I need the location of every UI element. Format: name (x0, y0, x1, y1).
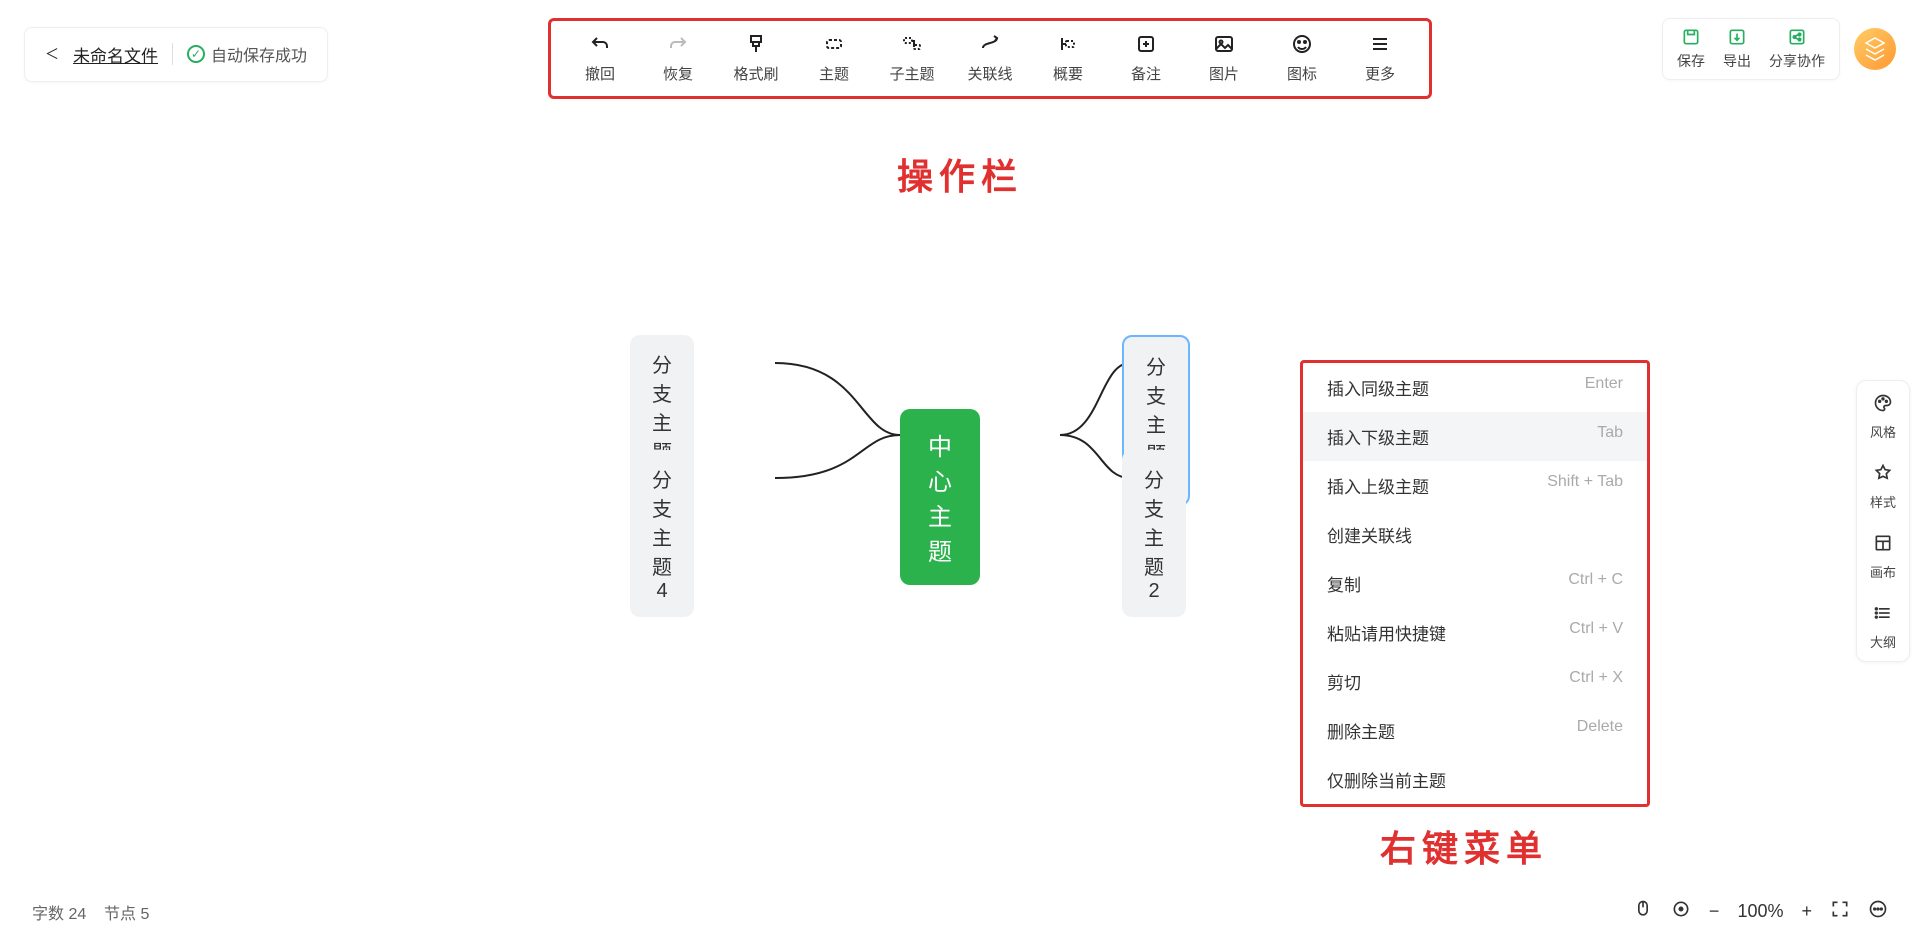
context-menu-label: 粘贴请用快捷键 (1327, 620, 1446, 645)
star-icon (1873, 463, 1893, 488)
context-menu: 插入同级主题 Enter 插入下级主题 Tab 插入上级主题 Shift + Tab 创建关… (1300, 360, 1650, 807)
center-view-icon[interactable] (1671, 899, 1691, 924)
center-node[interactable]: 中心主题 (900, 409, 980, 585)
node-count: 5 (141, 906, 150, 923)
context-menu-label: 复制 (1327, 571, 1361, 596)
context-menu-item[interactable]: 复制 Ctrl + C (1303, 559, 1647, 608)
context-menu-shortcut: Enter (1585, 375, 1623, 400)
side-panel-label: 大纲 (1870, 632, 1896, 651)
context-menu-item[interactable]: 粘贴请用快捷键 Ctrl + V (1303, 608, 1647, 657)
context-menu-label: 删除主题 (1327, 718, 1395, 743)
side-panel-layout[interactable]: 画布 (1857, 521, 1909, 591)
stats: 字数 24 节点 5 (32, 900, 149, 924)
context-menu-label: 插入上级主题 (1327, 473, 1429, 498)
outline-icon (1873, 603, 1893, 628)
mouse-mode-icon[interactable] (1633, 899, 1653, 924)
status-bar: 字数 24 节点 5 − 100% + (32, 899, 1888, 924)
palette-icon (1873, 393, 1893, 418)
side-panel-star[interactable]: 样式 (1857, 451, 1909, 521)
zoom-in-button[interactable]: + (1801, 901, 1812, 922)
context-menu-shortcut: Shift + Tab (1547, 473, 1623, 498)
node-count-label: 节点 (104, 906, 136, 923)
context-menu-item[interactable]: 创建关联线 (1303, 510, 1647, 559)
context-menu-item[interactable]: 仅删除当前主题 (1303, 755, 1647, 804)
context-menu-shortcut: Delete (1577, 718, 1623, 743)
word-count: 24 (68, 906, 86, 923)
connectors (630, 335, 1350, 535)
side-panel-outline[interactable]: 大纲 (1857, 591, 1909, 661)
context-menu-item[interactable]: 删除主题 Delete (1303, 706, 1647, 755)
more-options-icon[interactable] (1868, 899, 1888, 924)
context-menu-shortcut: Ctrl + C (1568, 571, 1623, 596)
context-menu-shortcut: Tab (1597, 424, 1623, 449)
zoom-out-button[interactable]: − (1709, 901, 1720, 922)
context-menu-label: 剪切 (1327, 669, 1361, 694)
context-menu-label: 插入同级主题 (1327, 375, 1429, 400)
side-panel-label: 样式 (1870, 492, 1896, 511)
context-menu-item[interactable]: 剪切 Ctrl + X (1303, 657, 1647, 706)
side-panel: 风格样式画布大纲 (1856, 380, 1910, 662)
zoom-level: 100% (1737, 901, 1783, 922)
context-menu-shortcut: Ctrl + V (1569, 620, 1623, 645)
branch-node-4[interactable]: 分支主题4 (630, 450, 694, 617)
context-menu-shortcut: Ctrl + X (1569, 669, 1623, 694)
layout-icon (1873, 533, 1893, 558)
branch-node-2[interactable]: 分支主题2 (1122, 450, 1186, 617)
context-menu-label: 插入下级主题 (1327, 424, 1429, 449)
context-menu-item[interactable]: 插入上级主题 Shift + Tab (1303, 461, 1647, 510)
context-menu-item[interactable]: 插入同级主题 Enter (1303, 363, 1647, 412)
side-panel-label: 画布 (1870, 562, 1896, 581)
fullscreen-icon[interactable] (1830, 899, 1850, 924)
side-panel-palette[interactable]: 风格 (1857, 381, 1909, 451)
word-count-label: 字数 (32, 906, 64, 923)
context-menu-label: 创建关联线 (1327, 522, 1412, 547)
zoom-controls: − 100% + (1633, 899, 1888, 924)
context-menu-label: 仅删除当前主题 (1327, 767, 1446, 792)
context-menu-item[interactable]: 插入下级主题 Tab (1303, 412, 1647, 461)
side-panel-label: 风格 (1870, 422, 1896, 441)
